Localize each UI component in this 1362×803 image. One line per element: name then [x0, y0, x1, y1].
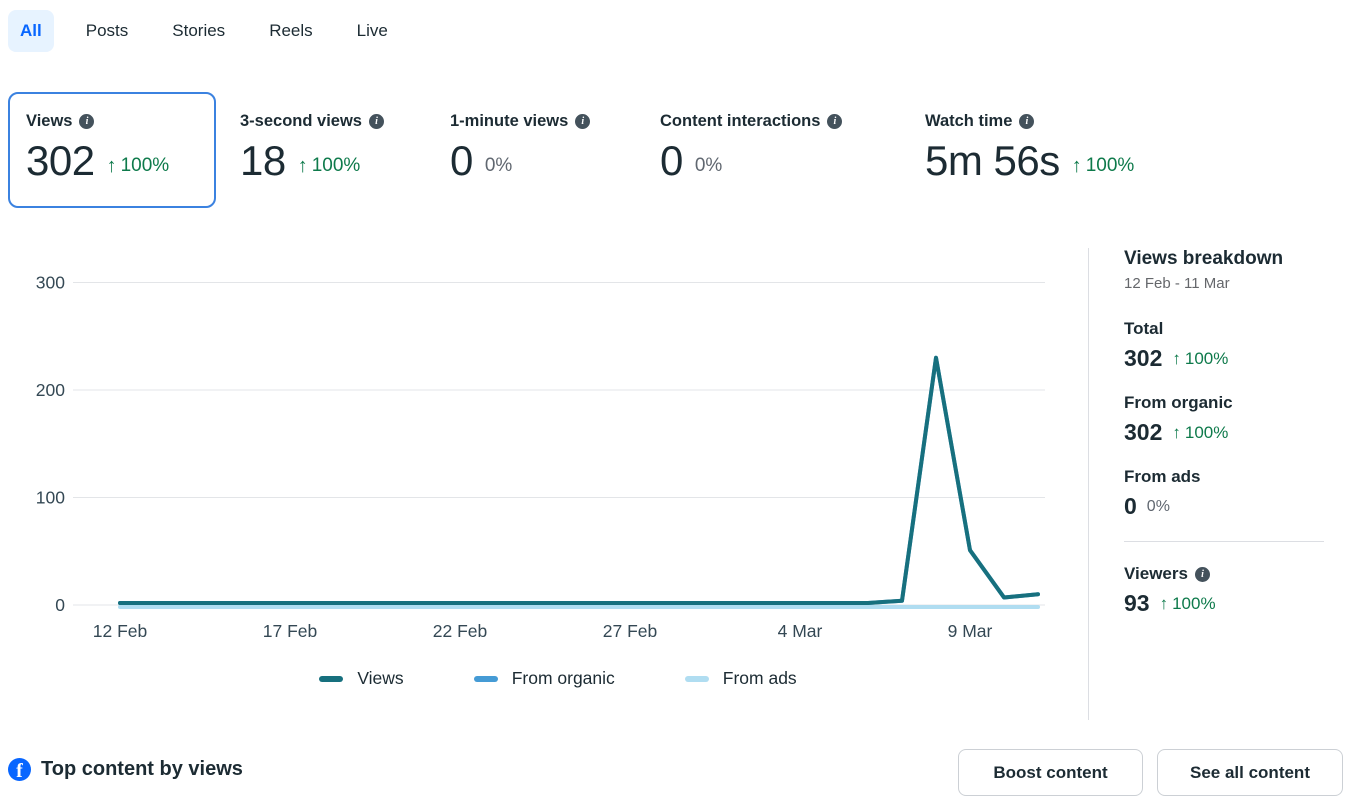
metric-label: Watch time: [925, 112, 1013, 130]
breakdown-title: Views breakdown: [1124, 248, 1284, 269]
info-icon[interactable]: i: [1019, 114, 1035, 129]
info-icon[interactable]: i: [827, 114, 843, 129]
organic-series-dash-icon: [473, 675, 498, 682]
legend-label: From ads: [722, 668, 797, 688]
sidebar-divider: [1088, 248, 1089, 720]
svg-text:200: 200: [36, 380, 65, 400]
metric-value: 5m 56s: [925, 137, 1060, 184]
breakdown-stat-change: 0%: [1146, 497, 1170, 515]
up-arrow-icon: ↑: [1071, 155, 1082, 177]
svg-text:12 Feb: 12 Feb: [93, 621, 147, 641]
tab-all[interactable]: All: [8, 10, 54, 52]
metric-label: Views: [26, 112, 73, 130]
metric-value: 0: [450, 137, 473, 184]
svg-text:17 Feb: 17 Feb: [263, 621, 317, 641]
top-content-title: Top content by views: [41, 758, 243, 780]
up-arrow-icon: ↑: [106, 155, 117, 177]
legend-item-views: Views: [319, 668, 404, 689]
viewers-label: Viewers: [1124, 564, 1188, 583]
info-icon[interactable]: i: [575, 114, 591, 129]
tab-posts[interactable]: Posts: [85, 21, 129, 40]
metric-value: 18: [240, 137, 286, 184]
metric-change: ↑ 100%: [1071, 155, 1135, 177]
tab-reels[interactable]: Reels: [269, 21, 313, 40]
metric-change: 0%: [484, 155, 513, 176]
metric-value: 302: [26, 137, 95, 184]
top-content-header: f Top content by views: [8, 758, 243, 781]
ads-series-dash-icon: [684, 675, 709, 682]
views-chart-svg: 0 100 200 300 12 Feb 17 Feb 22 Feb 27 Feb 4 Mar 9…: [36, 273, 1045, 641]
info-icon[interactable]: i: [79, 114, 95, 129]
legend-item-from-organic: From organic: [473, 668, 615, 689]
breakdown-section-divider: [1124, 541, 1324, 542]
svg-text:4 Mar: 4 Mar: [778, 621, 823, 641]
metric-label: 3-second views: [240, 112, 362, 130]
tab-live[interactable]: Live: [356, 21, 388, 40]
breakdown-stat-label: From organic: [1124, 393, 1233, 412]
breakdown-date-range: 12 Feb - 11 Mar: [1124, 275, 1230, 292]
views-line-chart[interactable]: 0 100 200 300 12 Feb 17 Feb 22 Feb 27 Feb 4 Mar 9…: [28, 240, 1088, 655]
tab-stories[interactable]: Stories: [172, 21, 226, 40]
info-icon[interactable]: i: [368, 114, 384, 129]
up-arrow-icon: ↑: [1159, 593, 1169, 613]
metric-card-content-interactions[interactable]: Content interactions i 0 0%: [660, 92, 910, 208]
metric-value: 0: [660, 137, 683, 184]
metric-change: ↑ 100%: [297, 155, 361, 177]
metric-change: 0%: [694, 155, 723, 176]
svg-text:0: 0: [55, 595, 65, 615]
info-icon[interactable]: i: [1194, 566, 1210, 582]
up-arrow-icon: ↑: [1172, 422, 1181, 442]
svg-text:300: 300: [36, 273, 65, 293]
metric-card-watch-time[interactable]: Watch time i 5m 56s ↑ 100%: [925, 92, 1225, 208]
breakdown-stat-label: Total: [1124, 319, 1164, 338]
viewers-change: ↑ 100%: [1159, 593, 1216, 613]
metric-label: Content interactions: [660, 112, 821, 130]
metric-label: 1-minute views: [450, 112, 569, 130]
chart-legend: Views From organic From ads: [28, 668, 1088, 689]
breakdown-stat-change: ↑ 100%: [1172, 348, 1229, 368]
legend-label: From organic: [511, 668, 615, 688]
see-all-content-button[interactable]: See all content: [1157, 749, 1343, 796]
svg-text:100: 100: [36, 488, 65, 508]
metric-card-views[interactable]: Views i 302 ↑ 100%: [8, 92, 216, 208]
legend-item-from-ads: From ads: [684, 668, 797, 689]
up-arrow-icon: ↑: [1172, 348, 1181, 368]
metric-card-1-minute-views[interactable]: 1-minute views i 0 0%: [450, 92, 650, 208]
breakdown-stat-label: From ads: [1124, 467, 1201, 486]
svg-text:9 Mar: 9 Mar: [948, 621, 993, 641]
content-type-tab-bar: All Posts Stories Reels Live: [8, 10, 400, 52]
svg-text:22 Feb: 22 Feb: [433, 621, 487, 641]
metric-change: ↑ 100%: [106, 155, 170, 177]
svg-text:27 Feb: 27 Feb: [603, 621, 657, 641]
viewers-value: 93: [1124, 590, 1150, 616]
metric-card-3-second-views[interactable]: 3-second views i 18 ↑ 100%: [240, 92, 440, 208]
views-series-dash-icon: [319, 675, 344, 682]
legend-label: Views: [357, 668, 404, 688]
breakdown-stat-value: 0: [1124, 493, 1137, 519]
breakdown-stat-change: ↑ 100%: [1172, 422, 1229, 442]
up-arrow-icon: ↑: [297, 155, 308, 177]
views-breakdown-panel: Views breakdown 12 Feb - 11 Mar Total 30…: [1124, 248, 1342, 638]
breakdown-stat-value: 302: [1124, 345, 1163, 371]
facebook-icon: f: [8, 758, 31, 781]
breakdown-stat-value: 302: [1124, 419, 1163, 445]
boost-content-button[interactable]: Boost content: [958, 749, 1143, 796]
